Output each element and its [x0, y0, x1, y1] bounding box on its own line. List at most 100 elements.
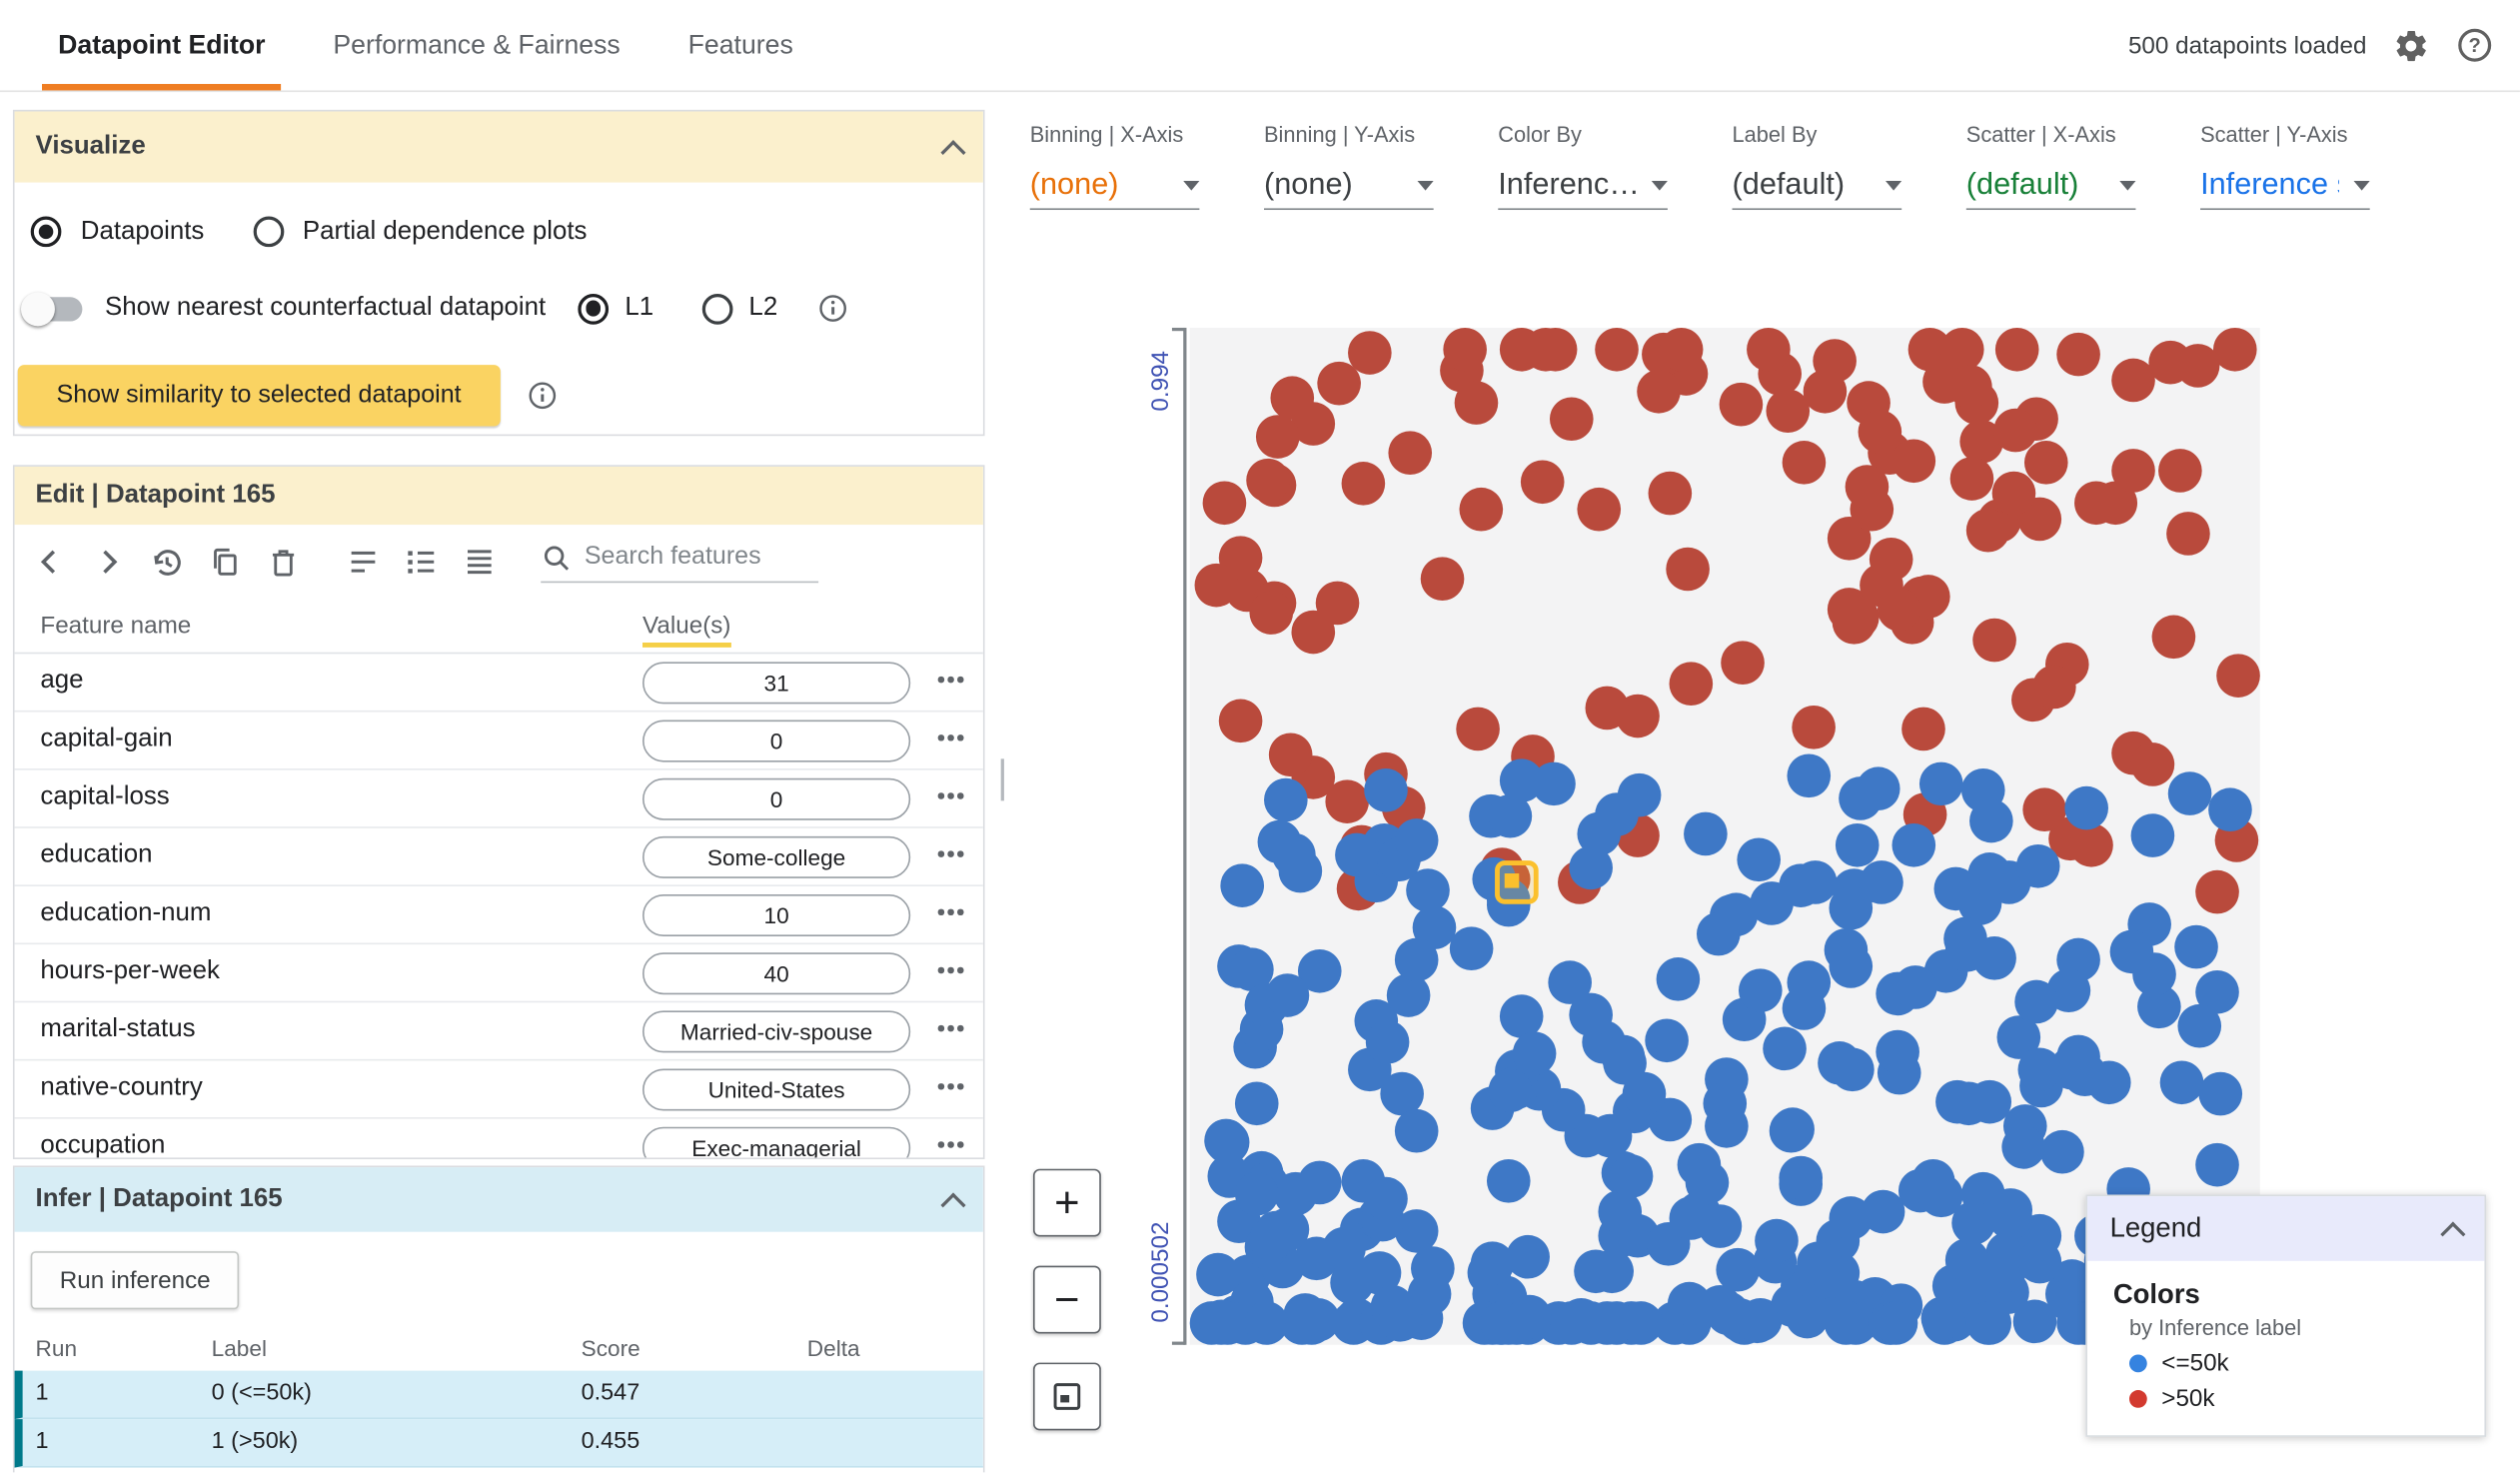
chevron-down-icon[interactable] — [2119, 180, 2136, 190]
datapoint[interactable] — [1194, 564, 1238, 609]
datapoint[interactable] — [1968, 799, 2013, 844]
datapoint[interactable] — [1767, 388, 1811, 433]
datapoint[interactable] — [2001, 1124, 2046, 1169]
datapoint[interactable] — [1943, 916, 1987, 961]
datapoint[interactable] — [1508, 1293, 1553, 1338]
datapoint[interactable] — [1365, 1019, 1409, 1063]
datapoint[interactable] — [1550, 397, 1594, 442]
datapoint[interactable] — [1746, 327, 1791, 372]
datapoint[interactable] — [1792, 706, 1837, 750]
datapoint[interactable] — [1315, 581, 1360, 626]
datapoint[interactable] — [1245, 1301, 1289, 1345]
chevron-down-icon[interactable] — [1183, 180, 1200, 190]
datapoints-radio[interactable] — [30, 216, 62, 248]
datapoint[interactable] — [1939, 327, 1984, 372]
datapoint[interactable] — [1347, 330, 1392, 375]
datapoint[interactable] — [1966, 509, 2010, 553]
feature-value-input[interactable] — [642, 1068, 911, 1111]
datapoint[interactable] — [1835, 823, 1880, 867]
datapoint[interactable] — [1859, 563, 1903, 608]
l2-radio[interactable] — [701, 293, 733, 324]
next-datapoint-icon[interactable] — [89, 543, 128, 582]
datapoint[interactable] — [1256, 414, 1301, 459]
datapoint[interactable] — [1648, 471, 1692, 515]
row-menu-icon[interactable] — [934, 960, 966, 979]
datapoint[interactable] — [1949, 456, 1994, 501]
datapoint[interactable] — [1645, 1018, 1690, 1062]
scatter-plot[interactable] — [1189, 327, 2260, 1345]
datapoint[interactable] — [2110, 449, 2155, 493]
datapoint[interactable] — [2151, 615, 2195, 660]
row-menu-icon[interactable] — [934, 786, 966, 805]
datapoint[interactable] — [1395, 937, 1439, 981]
datapoint[interactable] — [2160, 1060, 2205, 1104]
datapoint[interactable] — [1859, 410, 1902, 454]
datapoint[interactable] — [1770, 1108, 1814, 1153]
datapoint[interactable] — [1454, 380, 1499, 425]
datapoint[interactable] — [1386, 973, 1430, 1018]
restore-history-icon[interactable] — [147, 543, 186, 582]
control-select[interactable]: (none) — [1264, 162, 1434, 211]
datapoint[interactable] — [1246, 458, 1291, 503]
datapoint[interactable] — [2022, 787, 2067, 832]
datapoint[interactable] — [1659, 327, 1704, 372]
datapoint[interactable] — [1195, 1252, 1240, 1296]
zoom-in-button[interactable]: + — [1032, 1168, 1101, 1237]
partial-dependence-radio[interactable] — [252, 216, 284, 248]
datapoint[interactable] — [2173, 924, 2218, 969]
settings-gear-icon[interactable] — [2392, 27, 2429, 64]
datapoint[interactable] — [1500, 327, 1544, 372]
datapoint[interactable] — [1449, 926, 1494, 971]
datapoint[interactable] — [1948, 364, 1993, 409]
datapoint[interactable] — [1265, 973, 1310, 1018]
datapoint[interactable] — [1569, 991, 1614, 1036]
datapoint[interactable] — [2069, 822, 2114, 867]
datapoint[interactable] — [2208, 787, 2253, 831]
feature-value-input[interactable] — [642, 894, 911, 937]
numbered-list-view-icon[interactable] — [402, 543, 441, 582]
datapoint[interactable] — [1817, 1040, 1862, 1085]
datapoint[interactable] — [1669, 1196, 1713, 1240]
dense-list-view-icon[interactable] — [460, 543, 499, 582]
datapoint[interactable] — [1394, 1108, 1439, 1152]
datapoint[interactable] — [1248, 590, 1293, 635]
duplicate-datapoint-icon[interactable] — [205, 543, 244, 582]
datapoint[interactable] — [1803, 370, 1848, 414]
datapoint[interactable] — [1459, 488, 1503, 533]
feature-value-input[interactable] — [642, 1126, 911, 1158]
datapoint[interactable] — [1456, 707, 1500, 751]
datapoint[interactable] — [1569, 845, 1614, 890]
datapoint[interactable] — [1778, 862, 1823, 907]
datapoint[interactable] — [1657, 957, 1701, 1002]
datapoint[interactable] — [1229, 946, 1274, 991]
datapoint[interactable] — [1714, 891, 1759, 936]
datapoint[interactable] — [1891, 439, 1935, 483]
datapoint[interactable] — [2039, 1130, 2084, 1174]
similarity-button[interactable]: Show similarity to selected datapoint — [17, 365, 501, 427]
datapoint[interactable] — [1668, 1281, 1712, 1325]
datapoint[interactable] — [1829, 885, 1873, 930]
datapoint[interactable] — [1910, 1159, 1954, 1204]
datapoint[interactable] — [2015, 843, 2059, 887]
datapoint[interactable] — [1995, 327, 2039, 372]
datapoint[interactable] — [1993, 408, 2038, 452]
datapoint[interactable] — [1584, 687, 1629, 731]
datapoint[interactable] — [1796, 1240, 1841, 1285]
datapoint[interactable] — [1470, 1241, 1515, 1285]
datapoint[interactable] — [1892, 964, 1937, 1009]
datapoint[interactable] — [1487, 1159, 1532, 1204]
chevron-down-icon[interactable] — [1886, 180, 1902, 190]
datapoint[interactable] — [1992, 470, 2036, 515]
datapoint[interactable] — [1499, 994, 1543, 1038]
datapoint[interactable] — [1684, 811, 1728, 855]
datapoint[interactable] — [1488, 1068, 1533, 1113]
datapoint[interactable] — [2017, 1239, 2062, 1284]
info-icon[interactable] — [816, 292, 848, 324]
datapoint[interactable] — [1874, 1301, 1918, 1345]
datapoint[interactable] — [1594, 791, 1639, 836]
row-menu-icon[interactable] — [934, 1077, 966, 1096]
row-menu-icon[interactable] — [934, 902, 966, 921]
datapoint[interactable] — [1891, 822, 1936, 867]
control-select[interactable]: Inferenc… — [1498, 162, 1668, 211]
datapoint[interactable] — [1737, 838, 1782, 882]
